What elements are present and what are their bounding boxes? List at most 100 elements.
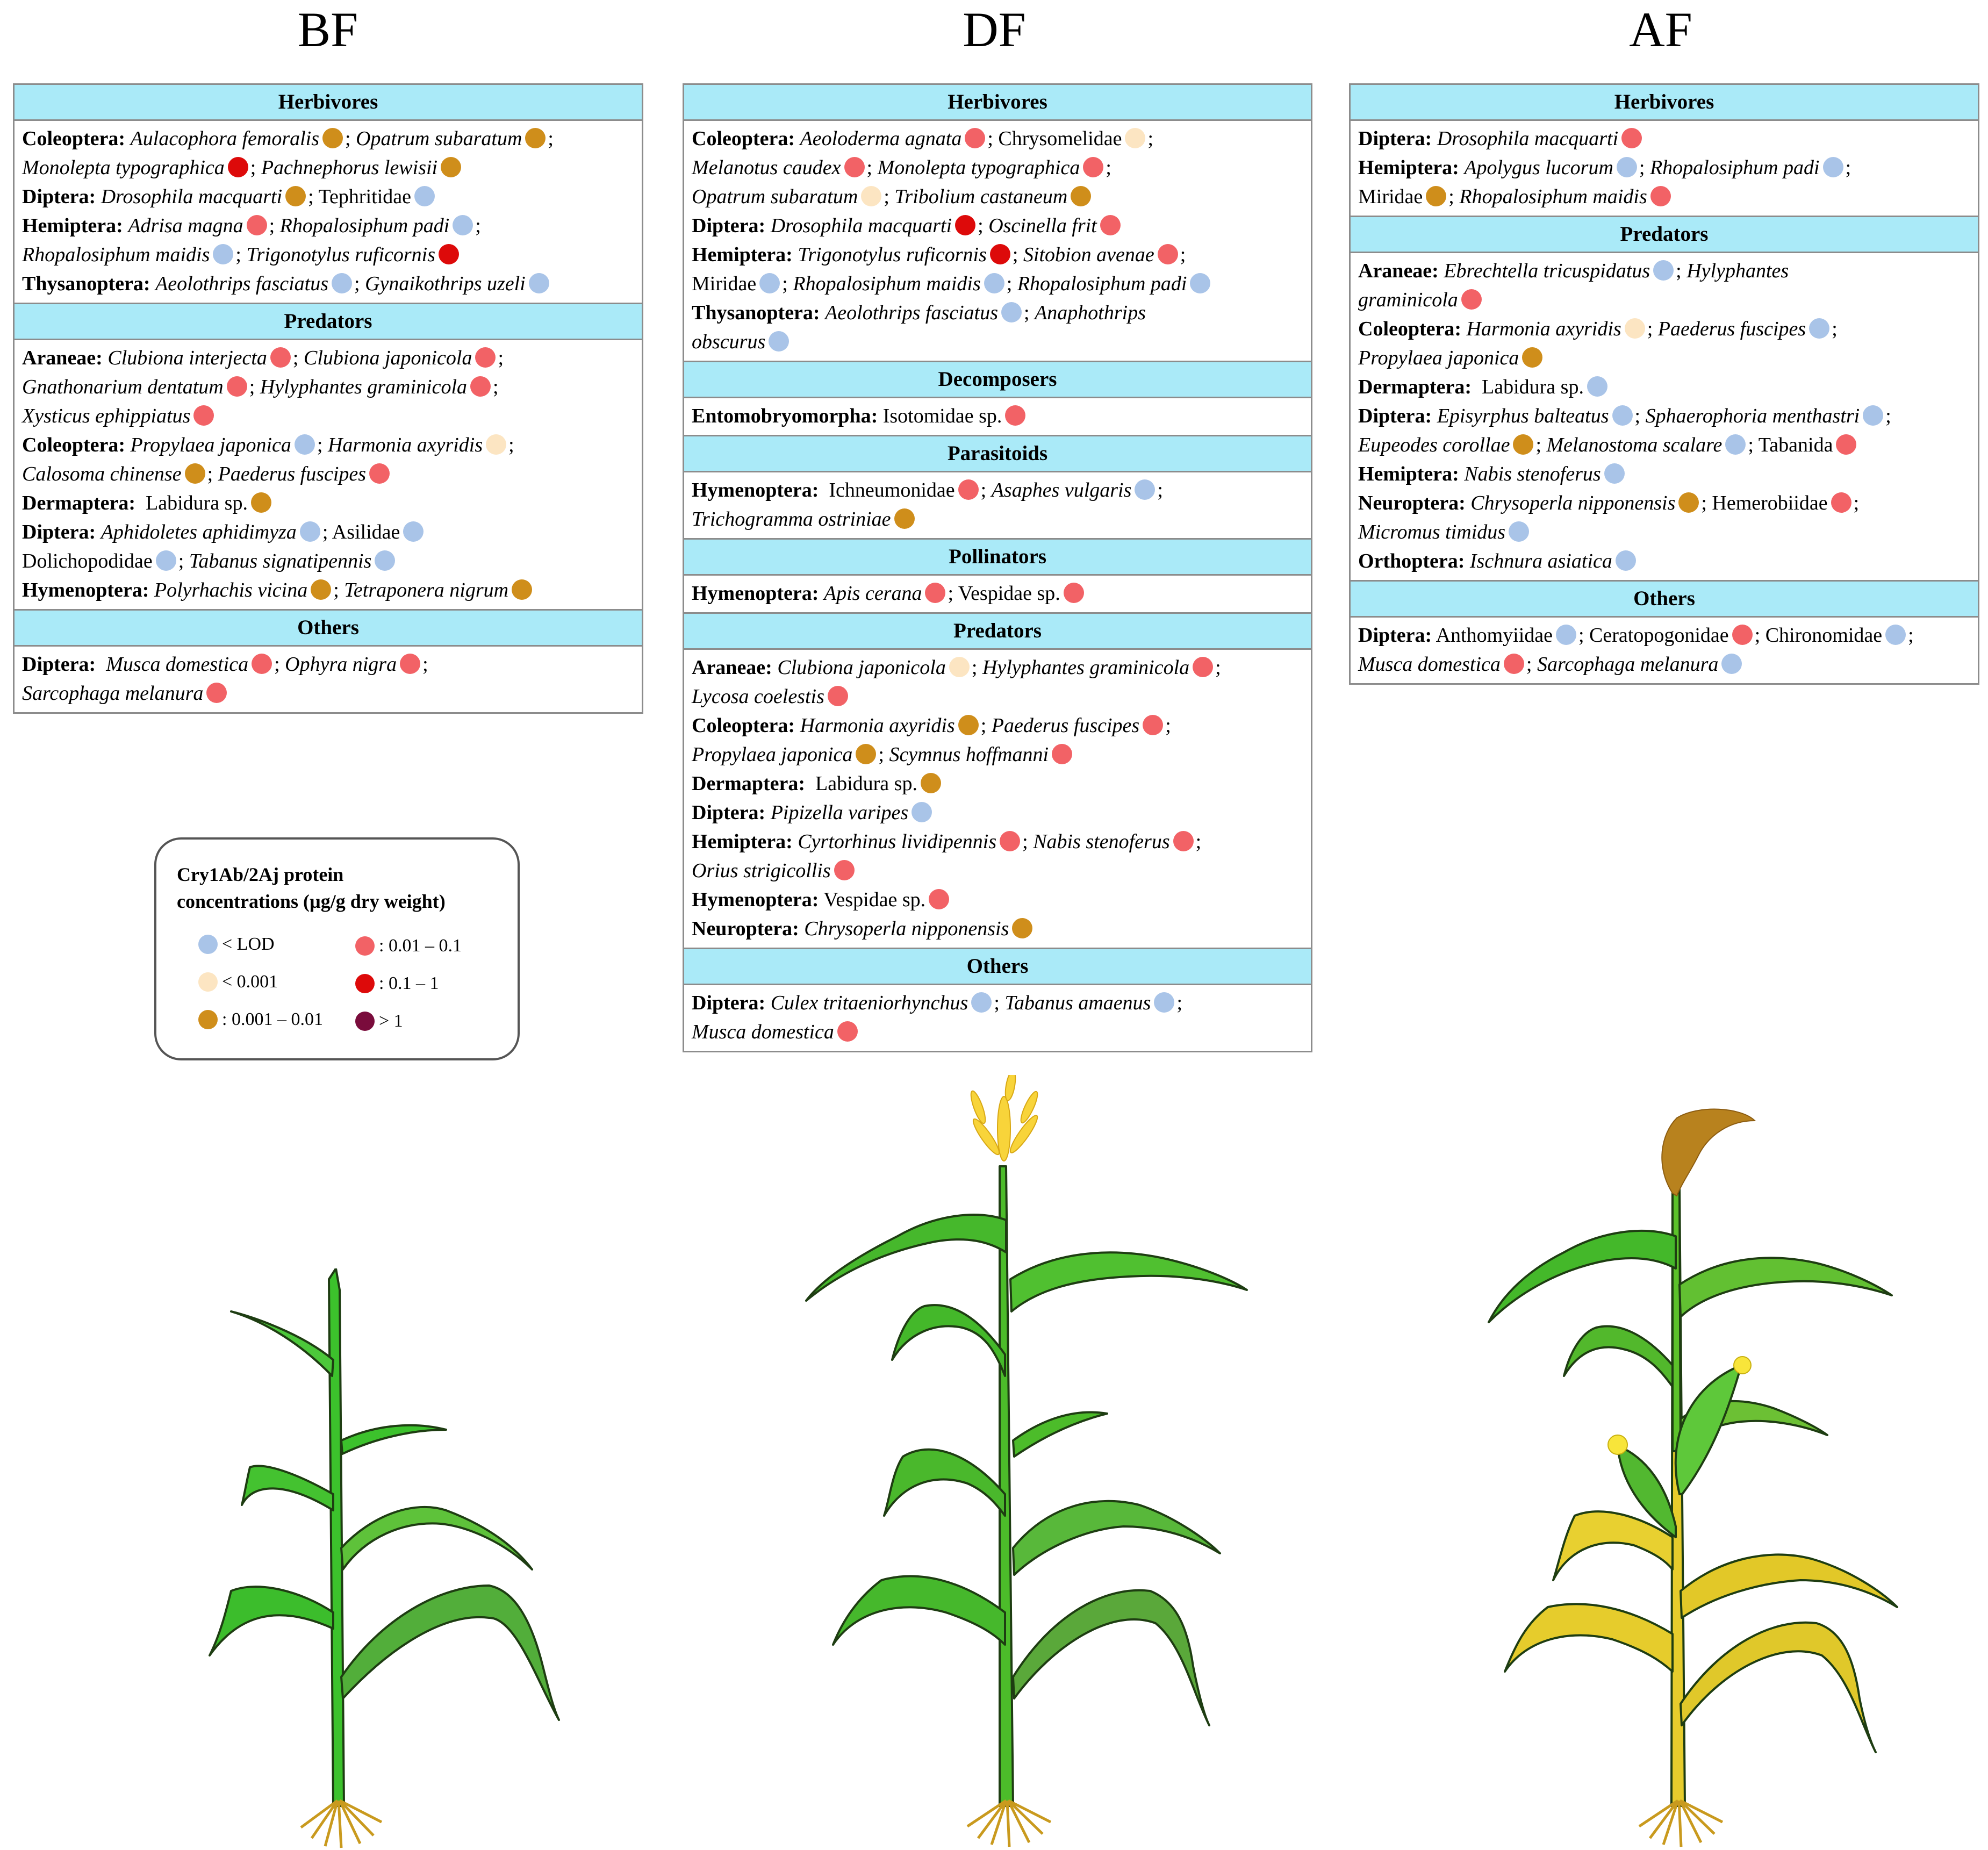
species-name: Drosophila macquarti — [770, 214, 952, 237]
species-name: Nabis stenoferus — [1464, 463, 1601, 485]
species-name: Monolepta typographica — [877, 156, 1080, 179]
taxon-text: ; Vespidae sp. — [948, 582, 1060, 605]
taxon-line: Dermaptera: Labidura sp. — [22, 489, 635, 518]
taxon-line: Musca domestica — [692, 1017, 1304, 1046]
concentration-dot-c001_01 — [965, 128, 986, 148]
taxon-text — [125, 127, 131, 150]
concentration-dot-lod — [1154, 992, 1175, 1013]
taxon-text: ; — [1639, 156, 1650, 179]
taxon-line: Gnathonarium dentatum; Hylyphantes grami… — [22, 372, 635, 401]
taxon-line: Entomobryomorpha: Isotomidae sp. — [692, 401, 1304, 431]
taxon-text — [96, 185, 101, 208]
concentration-dot-lt0001 — [861, 186, 882, 206]
taxon-text: ; — [354, 273, 365, 295]
taxon-text: ; — [498, 347, 504, 369]
concentration-dot-lod — [1822, 157, 1843, 177]
concentration-dot-lod — [414, 186, 435, 206]
order-label: Coleoptera: — [1358, 318, 1462, 340]
taxon-text: ; — [878, 743, 889, 766]
taxon-line: Coleoptera: Harmonia axyridis; Paederus … — [1358, 314, 1971, 343]
concentration-dot-lod — [1190, 273, 1211, 293]
order-label: Araneae: — [692, 656, 772, 679]
panel-af: Herbivores Diptera: Drosophila macquarti H… — [1349, 83, 1979, 685]
order-label: Hemiptera: — [22, 214, 123, 237]
taxon-line: Musca domestica; Sarcophaga melanura — [1358, 650, 1971, 679]
legend-label-0001-001: : 0.001 – 0.01 — [222, 1009, 323, 1029]
taxon-text: ; — [422, 653, 428, 676]
taxon-text: ; — [1022, 830, 1034, 853]
taxon-line: Neuroptera: Chrysoperla nipponensis — [692, 914, 1304, 943]
concentration-dot-lod — [769, 331, 790, 352]
taxon-text: ; — [207, 463, 218, 485]
taxon-line: Miridae; Rhopalosiphum maidis — [1358, 182, 1971, 211]
legend-swatch-001-01 — [355, 936, 375, 956]
taxon-line: Sarcophaga melanura — [22, 679, 635, 708]
taxon-text: ; — [493, 376, 499, 398]
concentration-dot-c0001_001 — [1012, 918, 1033, 938]
section-body-others: Diptera: Culex tritaeniorhynchus; Tabanu… — [684, 985, 1311, 1051]
species-name: Ischnura asiatica — [1469, 550, 1612, 572]
taxon-text: ; — [1106, 156, 1111, 179]
taxon-text: ; — [508, 434, 514, 456]
concentration-dot-lod — [1653, 260, 1674, 281]
concentration-dot-c0001_001 — [441, 157, 462, 177]
order-label: Dermaptera: — [22, 492, 136, 514]
taxon-text: ; Asilidae — [322, 521, 400, 543]
concentration-dot-lod — [984, 273, 1004, 293]
taxon-text: ; Chrysomelidae — [987, 127, 1122, 150]
species-name: Eupeodes corollae — [1358, 434, 1510, 456]
species-name: Cyrtorhinus lividipennis — [798, 830, 997, 853]
taxon-text: Labidura sp. — [805, 772, 917, 795]
order-label: Dermaptera: — [1358, 376, 1472, 398]
column-title-af: AF — [1629, 2, 1692, 57]
species-name: Sarcophaga melanura — [22, 682, 204, 705]
concentration-dot-c01_1 — [955, 215, 976, 235]
taxon-line: Opatrum subaratum; Tribolium castaneum — [692, 182, 1304, 211]
taxon-text: ; — [1180, 243, 1186, 266]
taxon-text — [96, 521, 101, 543]
legend-title: Cry1Ab/2Aj protein concentrations (µg/g … — [177, 861, 499, 915]
taxon-text: ; Chironomidae — [1754, 624, 1883, 647]
species-name: Monolepta typographica — [22, 156, 225, 179]
taxon-line: Propylaea japonica; Scymnus hoffmanni — [692, 740, 1304, 769]
section-header-herbivores: Herbivores — [15, 85, 642, 121]
concentration-dot-lod — [1885, 625, 1906, 645]
taxon-text: Anthomyiidae — [1432, 624, 1553, 647]
concentration-dot-c001_01 — [1173, 831, 1194, 851]
concentration-dot-lod — [1001, 302, 1022, 322]
taxon-text — [1439, 260, 1444, 282]
concentration-dot-lod — [759, 273, 780, 293]
species-name: Propylaea japonica — [130, 434, 291, 456]
taxon-line: Lycosa coelestis — [692, 682, 1304, 711]
section-body-predators: Araneae: Ebrechtella tricuspidatus; Hyly… — [1351, 253, 1978, 580]
corn-plant-af — [1488, 1108, 1898, 1847]
section-header-herbivores: Herbivores — [1351, 85, 1978, 121]
concentration-dot-c001_01 — [1143, 715, 1164, 735]
taxon-line: Hymenoptera: Ichneumonidae; Asaphes vulg… — [692, 476, 1304, 505]
species-name: Aphidoletes aphidimyza — [101, 521, 297, 543]
taxon-text — [820, 302, 826, 324]
concentration-dot-c0001_001 — [525, 128, 546, 148]
species-name: Tetraponera nigrum — [344, 579, 509, 601]
taxon-line: Diptera: Aphidoletes aphidimyza ; Asilida… — [22, 518, 635, 547]
species-name: Pachnephorus lewisii — [261, 156, 438, 179]
species-name: Clubiona japonicola — [303, 347, 472, 369]
species-name: Opatrum subaratum — [692, 185, 858, 208]
taxon-text: ; — [292, 347, 304, 369]
concentration-dot-c001_01 — [246, 215, 267, 235]
section-header-others: Others — [1351, 580, 1978, 618]
concentration-dot-lod — [1725, 434, 1746, 455]
concentration-dot-c001_01 — [193, 405, 214, 426]
section-header-others: Others — [15, 609, 642, 647]
taxon-line: Diptera: Drosophila macquarti ; Tephritid… — [22, 182, 635, 211]
taxon-text: Labidura sp. — [135, 492, 248, 514]
taxon-line: Coleoptera: Harmonia axyridis; Paederus … — [692, 711, 1304, 740]
taxon-line: Monolepta typographica; Pachnephorus lew… — [22, 153, 635, 182]
taxon-text: ; Hemerobiidae — [1701, 492, 1828, 514]
taxon-text: ; — [333, 579, 345, 601]
taxon-text: ; — [884, 185, 895, 208]
taxon-text — [772, 656, 778, 679]
concentration-dot-c001_01 — [1000, 831, 1021, 851]
concentration-dot-lod — [1604, 463, 1625, 484]
concentration-dot-lod — [453, 215, 473, 235]
